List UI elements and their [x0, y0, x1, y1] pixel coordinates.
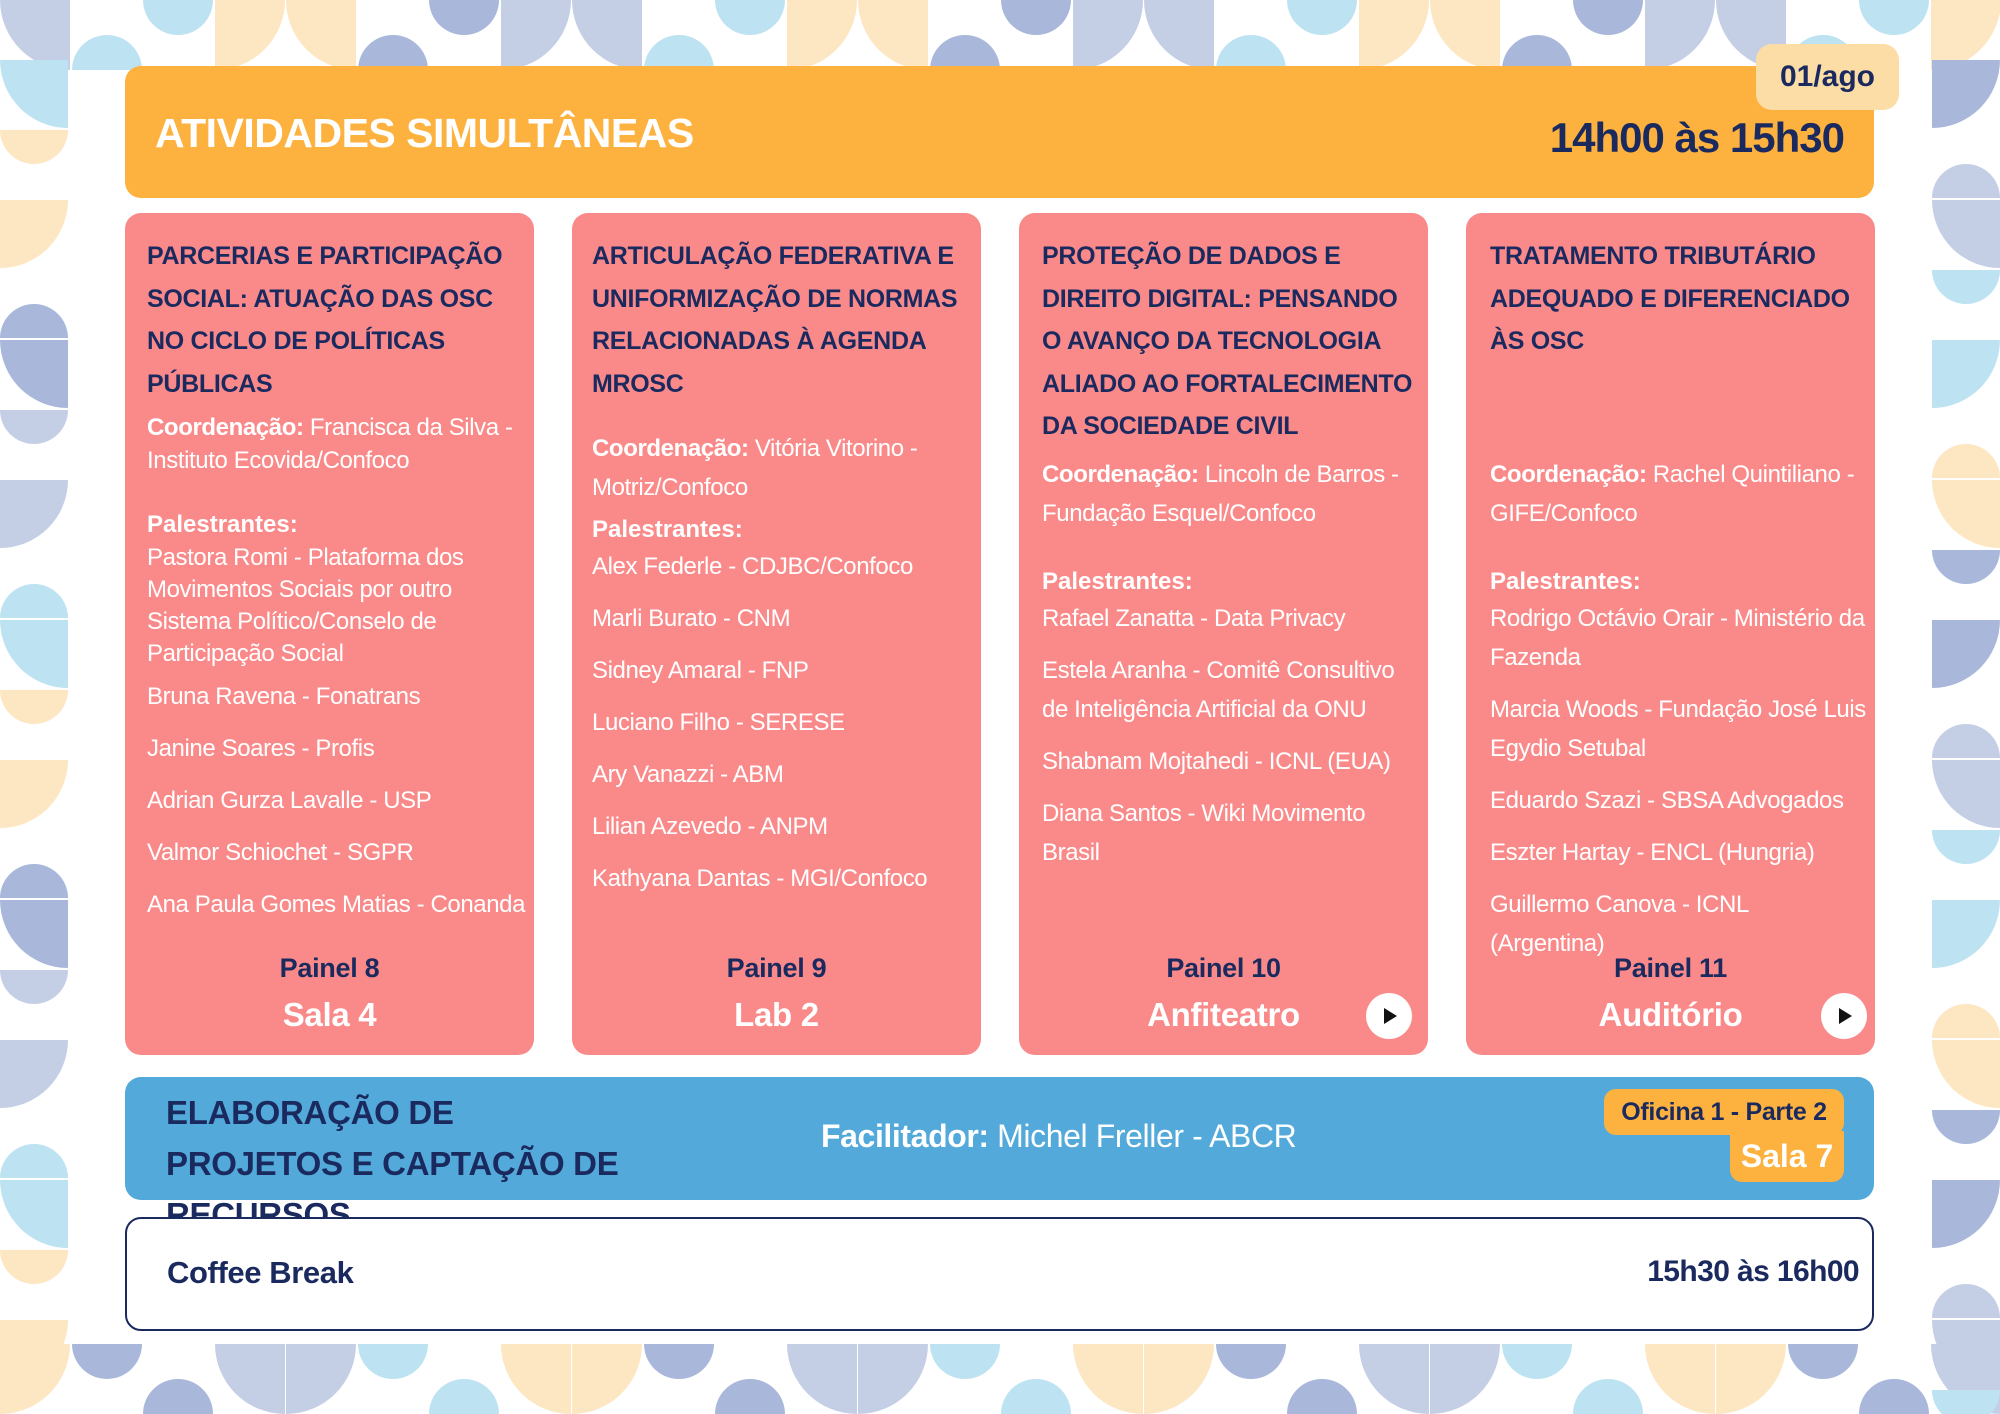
speaker: Eduardo Szazi - SBSA Advogados	[1490, 787, 1844, 814]
workshop-badge: Oficina 1 - Parte 2	[1604, 1089, 1844, 1135]
speakers-label: Palestrantes:	[1042, 568, 1193, 595]
panel-room: Anfiteatro	[1147, 996, 1300, 1033]
facilitator: Facilitador: Michel Freller - ABCR	[821, 1118, 1297, 1155]
coffee-break-bar: Coffee Break 15h30 às 16h00	[125, 1217, 1874, 1331]
coordinator: Rachel Quintiliano - GIFE/Confoco	[1490, 461, 1855, 527]
page-title: ATIVIDADES SIMULTÂNEAS	[155, 110, 694, 156]
speaker: Eszter Hartay - ENCL (Hungria)	[1490, 839, 1815, 866]
coordination-label: Coordenação:	[147, 414, 304, 441]
break-time: 15h30 às 16h00	[1647, 1255, 1859, 1288]
speaker: Pastora Romi - Plataforma dos Movimentos…	[147, 544, 464, 667]
speakers-label: Palestrantes:	[147, 511, 298, 538]
panel-card-10: PROTEÇÃO DE DADOS E DIREITO DIGITAL: PEN…	[1019, 213, 1428, 1055]
speaker: Lilian Azevedo - ANPM	[592, 813, 828, 840]
panel-card-11: TRATAMENTO TRIBUTÁRIO ADEQUADO E DIFEREN…	[1466, 213, 1875, 1055]
panel-title: ARTICULAÇÃO FEDERATIVA E UNIFORMIZAÇÃO D…	[592, 242, 958, 398]
workshop-room: Sala 7	[1730, 1131, 1844, 1182]
speaker: Rodrigo Octávio Orair - Ministério da Fa…	[1490, 605, 1865, 671]
panel-title: TRATAMENTO TRIBUTÁRIO ADEQUADO E DIFEREN…	[1490, 242, 1850, 355]
speaker: Marcia Woods - Fundação José Luis Egydio…	[1490, 696, 1866, 762]
panel-card-8: PARCERIAS E PARTICIPAÇÃO SOCIAL: ATUAÇÃO…	[125, 213, 534, 1055]
panel-number: Painel 10	[1166, 953, 1281, 983]
coordinator: Vitória Vitorino - Motriz/Confoco	[592, 435, 918, 501]
speaker: Ana Paula Gomes Matias - Conanda	[147, 891, 526, 918]
panel-title: PROTEÇÃO DE DADOS E DIREITO DIGITAL: PEN…	[1042, 242, 1413, 440]
speaker: Bruna Ravena - Fonatrans	[147, 683, 421, 710]
speaker: Alex Federle - CDJBC/Confoco	[592, 553, 913, 580]
speaker: Rafael Zanatta - Data Privacy	[1042, 605, 1346, 632]
play-icon	[1839, 1008, 1852, 1024]
speaker: Janine Soares - Profis	[147, 735, 375, 762]
play-button[interactable]	[1821, 993, 1867, 1039]
panel-number: Painel 11	[1614, 953, 1727, 983]
panel-title: PARCERIAS E PARTICIPAÇÃO SOCIAL: ATUAÇÃO…	[147, 242, 503, 398]
panel-number: Painel 9	[726, 953, 827, 983]
play-button[interactable]	[1366, 993, 1412, 1039]
facilitator-label: Facilitador:	[821, 1118, 989, 1154]
speakers-label: Palestrantes:	[592, 516, 743, 543]
panel-number: Painel 8	[279, 953, 380, 983]
time-range: 14h00 às 15h30	[1549, 114, 1845, 161]
coordination-label: Coordenação:	[592, 435, 749, 462]
speakers-label: Palestrantes:	[1490, 568, 1641, 595]
coordination: Coordenação: Rachel Quintiliano - GIFE/C…	[1490, 455, 1867, 533]
coordination-label: Coordenação:	[1042, 461, 1199, 488]
coordinator: Lincoln de Barros - Fundação Esquel/Conf…	[1042, 461, 1399, 527]
panel-room: Auditório	[1598, 996, 1743, 1033]
panel-room: Sala 4	[282, 996, 377, 1033]
coordination-label: Coordenação:	[1490, 461, 1647, 488]
workshop-bar: ELABORAÇÃO DE PROJETOS E CAPTAÇÃO DE REC…	[125, 1077, 1874, 1233]
panel-card-9: ARTICULAÇÃO FEDERATIVA E UNIFORMIZAÇÃO D…	[572, 213, 981, 1055]
play-icon	[1384, 1008, 1397, 1024]
panel-room: Lab 2	[734, 996, 819, 1033]
header-bar: ATIVIDADES SIMULTÂNEAS 01/ago 14h00 às 1…	[125, 44, 1899, 198]
speaker: Diana Santos - Wiki Movimento Brasil	[1042, 800, 1366, 866]
speaker: Ary Vanazzi - ABM	[592, 761, 784, 788]
date-badge: 01/ago	[1756, 44, 1899, 110]
speaker: Adrian Gurza Lavalle - USP	[147, 787, 432, 814]
coordination: Coordenação: Francisca da Silva - Instit…	[147, 411, 526, 477]
speaker: Marli Burato - CNM	[592, 605, 791, 632]
coordination: Coordenação: Lincoln de Barros - Fundaçã…	[1042, 455, 1420, 533]
speaker: Luciano Filho - SERESE	[592, 709, 845, 736]
speaker: Valmor Schiochet - SGPR	[147, 839, 414, 866]
speaker: Estela Aranha - Comitê Consultivo de Int…	[1042, 657, 1395, 723]
speaker: Guillermo Canova - ICNL (Argentina)	[1490, 891, 1748, 957]
speaker: Shabnam Mojtahedi - ICNL (EUA)	[1042, 748, 1391, 775]
speaker: Sidney Amaral - FNP	[592, 657, 809, 684]
workshop-title: ELABORAÇÃO DE PROJETOS E CAPTAÇÃO DE REC…	[166, 1094, 619, 1233]
break-label: Coffee Break	[167, 1255, 354, 1290]
coordinator: Francisca da Silva - Instituto Ecovida/C…	[147, 414, 513, 474]
coordination: Coordenação: Vitória Vitorino - Motriz/C…	[592, 429, 973, 507]
speaker: Kathyana Dantas - MGI/Confoco	[592, 865, 928, 892]
facilitator-name: Michel Freller - ABCR	[997, 1118, 1297, 1154]
